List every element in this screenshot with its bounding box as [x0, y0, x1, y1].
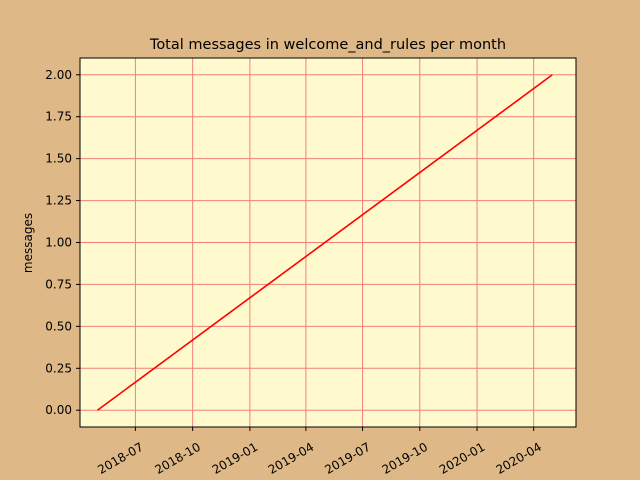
y-tick-label: 1.25 — [45, 194, 72, 208]
y-tick-label: 1.00 — [45, 236, 72, 250]
y-tick-label: 0.75 — [45, 277, 72, 291]
y-tick-label: 1.50 — [45, 152, 72, 166]
grid-lines — [80, 58, 576, 427]
x-tick-label: 2020-04 — [494, 440, 544, 477]
x-tick-label: 2019-01 — [210, 440, 260, 477]
y-tick-label: 0.25 — [45, 361, 72, 375]
x-tick-label: 2018-10 — [153, 440, 203, 477]
x-tick-label: 2018-07 — [95, 440, 145, 477]
y-axis-label: messages — [21, 213, 35, 273]
y-tick-label: 0.00 — [45, 403, 72, 417]
x-tick-label: 2019-10 — [380, 440, 430, 477]
y-tick-label: 1.75 — [45, 110, 72, 124]
y-tick-label: 2.00 — [45, 68, 72, 82]
x-tick-label: 2019-07 — [322, 440, 372, 477]
x-tick-label: 2019-04 — [266, 440, 316, 477]
series-line-messages — [96, 74, 553, 411]
chart-title: Total messages in welcome_and_rules per … — [149, 37, 506, 53]
series-layer — [96, 74, 553, 411]
y-tick-label: 0.50 — [45, 319, 72, 333]
x-tick-label: 2020-01 — [437, 440, 487, 477]
